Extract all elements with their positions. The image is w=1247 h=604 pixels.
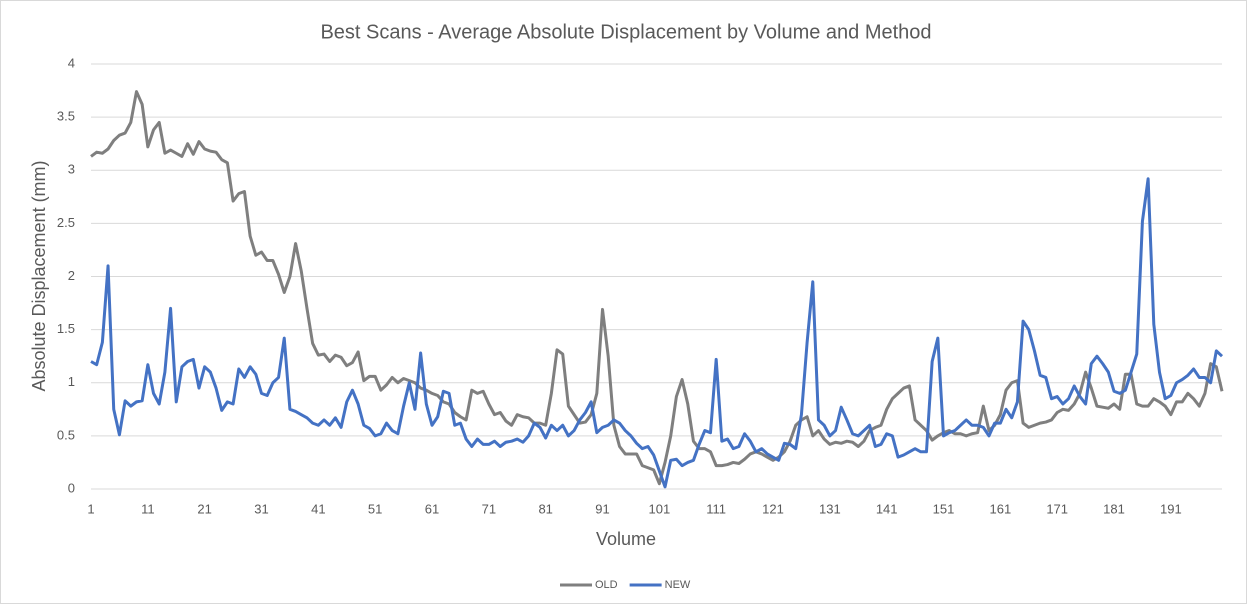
y-axis-label: Absolute Displacement (mm)	[29, 160, 49, 391]
legend-label: NEW	[665, 579, 691, 591]
x-tick-label: 151	[933, 501, 955, 516]
x-tick-label: 41	[311, 501, 325, 516]
y-tick-label: 2.5	[57, 215, 75, 230]
chart-title: Best Scans - Average Absolute Displaceme…	[320, 21, 931, 43]
x-tick-label: 171	[1046, 501, 1068, 516]
x-tick-label: 81	[538, 501, 552, 516]
x-tick-label: 111	[706, 501, 726, 516]
x-tick-label: 1	[87, 501, 94, 516]
x-axis-label: Volume	[596, 529, 656, 549]
x-tick-label: 51	[368, 501, 382, 516]
x-tick-label: 131	[819, 501, 841, 516]
y-tick-label: 3	[68, 162, 75, 177]
x-tick-label: 191	[1160, 501, 1182, 516]
x-tick-label: 121	[762, 501, 784, 516]
x-tick-label: 11	[141, 501, 155, 516]
x-tick-label: 31	[254, 501, 268, 516]
legend-label: OLD	[595, 579, 618, 591]
y-tick-label: 4	[68, 55, 75, 70]
y-tick-label: 2	[68, 268, 75, 283]
x-tick-label: 181	[1103, 501, 1125, 516]
x-tick-label: 21	[197, 501, 211, 516]
y-tick-label: 0	[68, 480, 75, 495]
x-tick-label: 71	[482, 501, 496, 516]
x-tick-label: 141	[876, 501, 898, 516]
x-tick-label: 91	[595, 501, 609, 516]
series-line	[90, 177, 1224, 489]
x-tick-label: 101	[648, 501, 670, 516]
y-tick-label: 1	[68, 374, 75, 389]
series-line	[90, 90, 1224, 486]
y-tick-label: 0.5	[57, 427, 75, 442]
y-tick-label: 3.5	[57, 109, 75, 124]
y-tick-label: 1.5	[57, 321, 75, 336]
x-tick-label: 61	[425, 501, 439, 516]
x-tick-label: 161	[989, 501, 1011, 516]
